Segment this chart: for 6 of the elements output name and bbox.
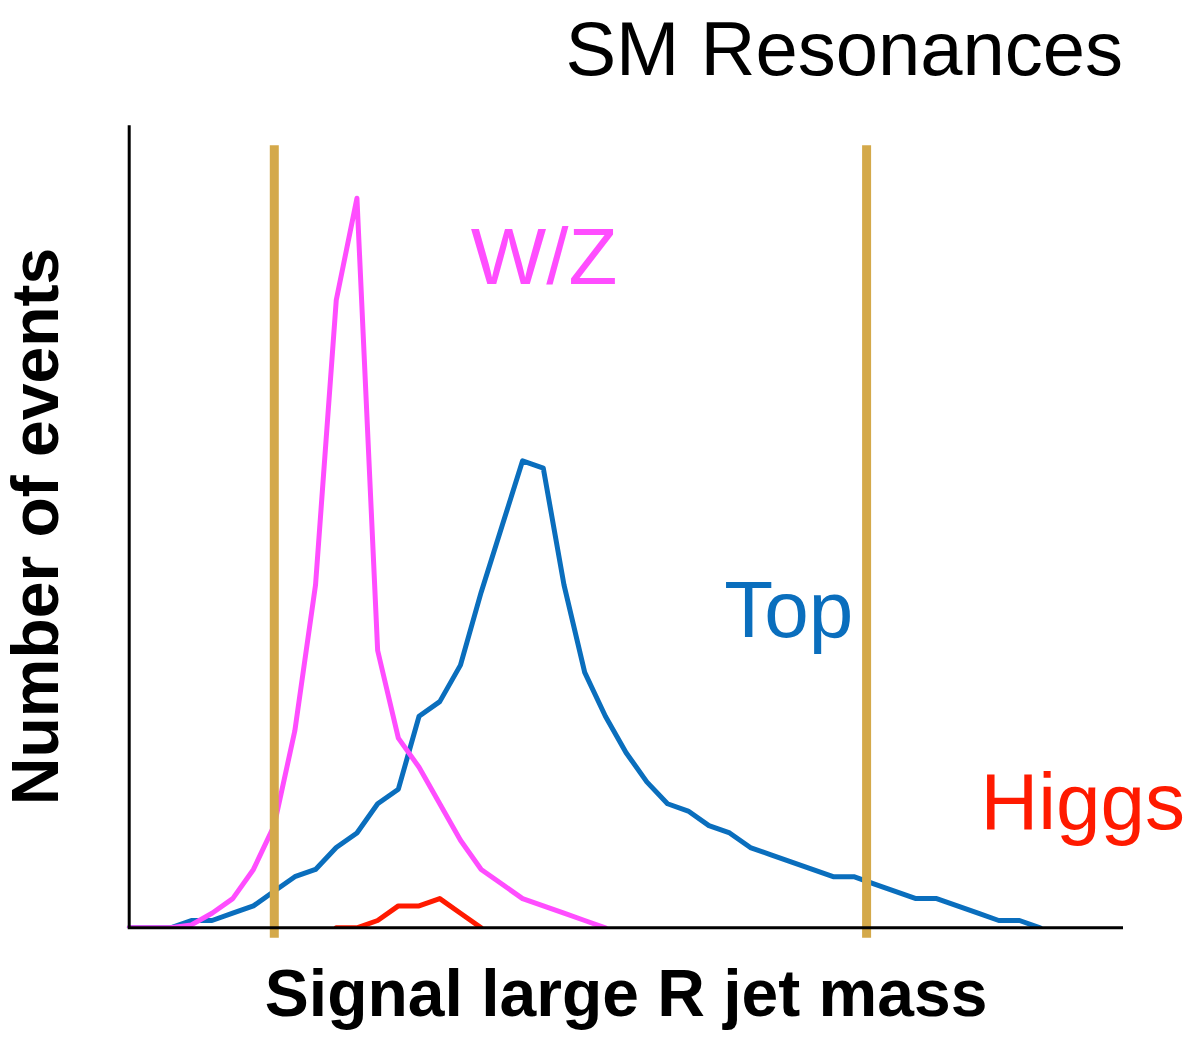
x-axis-title: Signal large R jet mass [264, 955, 988, 1030]
text: Higgs [980, 757, 1185, 847]
series-label: W/Z [470, 211, 618, 301]
y-axis-title: Number of events [0, 247, 72, 806]
chart-title: SM Resonances [565, 5, 1123, 91]
series-label: Top [724, 564, 854, 654]
